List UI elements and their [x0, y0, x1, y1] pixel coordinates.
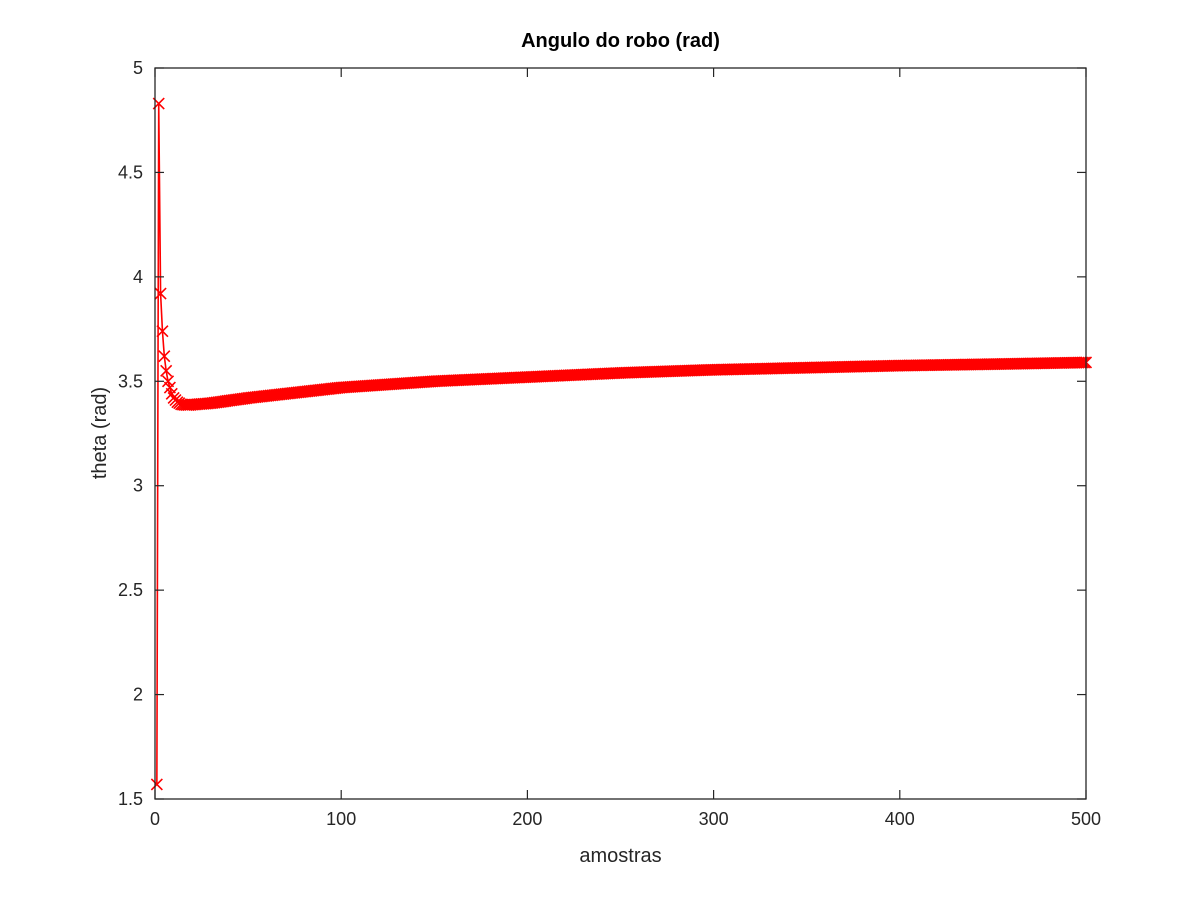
x-tick-label: 200 [512, 809, 542, 829]
y-tick-label: 4.5 [118, 162, 143, 182]
series-layer [150, 97, 1093, 791]
data-point-marker [154, 287, 167, 300]
data-point-marker [1074, 356, 1087, 369]
data-point-marker [150, 778, 163, 791]
chart-title: Angulo do robo (rad) [521, 30, 720, 52]
y-axis-label: theta (rad) [89, 387, 111, 479]
data-point-marker [156, 325, 169, 338]
data-point-marker [1078, 356, 1091, 369]
y-tick-label: 2 [133, 685, 143, 705]
y-tick-label: 5 [133, 58, 143, 78]
y-tick-label: 1.5 [118, 789, 143, 809]
y-tick-label: 3.5 [118, 371, 143, 391]
x-tick-label: 300 [699, 809, 729, 829]
x-tick-label: 100 [326, 809, 356, 829]
plot-area [155, 68, 1086, 799]
data-point-marker [158, 350, 171, 363]
y-tick-label: 2.5 [118, 580, 143, 600]
x-tick-label: 500 [1071, 809, 1101, 829]
y-tick-label: 4 [133, 267, 143, 287]
x-axis-label: amostras [579, 845, 661, 867]
x-tick-label: 400 [885, 809, 915, 829]
ticks-layer: 0 100 200 300 400 500 1.5 2 2.5 3 3.5 4 4.5 5 [118, 58, 1101, 829]
x-tick-label: 0 [150, 809, 160, 829]
y-tick-label: 3 [133, 476, 143, 496]
data-point-marker [160, 364, 173, 377]
axes-box [154, 67, 1087, 800]
data-point-marker [165, 387, 178, 400]
